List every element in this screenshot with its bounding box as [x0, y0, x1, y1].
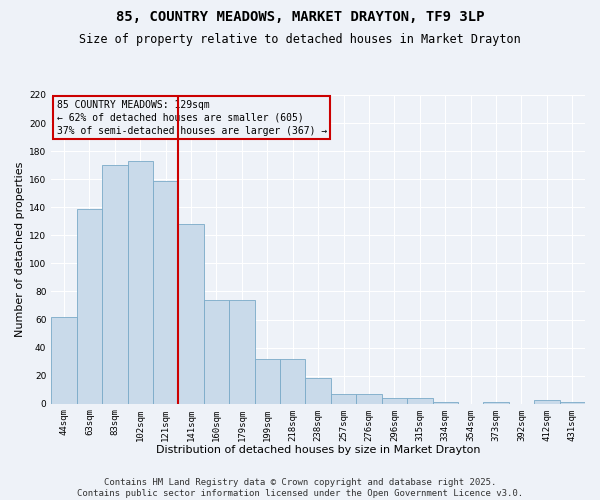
- Bar: [407, 398, 433, 404]
- Y-axis label: Number of detached properties: Number of detached properties: [15, 162, 25, 337]
- Bar: [382, 398, 407, 404]
- Bar: [305, 378, 331, 404]
- Text: Contains HM Land Registry data © Crown copyright and database right 2025.
Contai: Contains HM Land Registry data © Crown c…: [77, 478, 523, 498]
- Bar: [254, 359, 280, 404]
- Bar: [178, 224, 204, 404]
- Text: Size of property relative to detached houses in Market Drayton: Size of property relative to detached ho…: [79, 32, 521, 46]
- Bar: [280, 359, 305, 404]
- Bar: [153, 180, 178, 404]
- Text: 85, COUNTRY MEADOWS, MARKET DRAYTON, TF9 3LP: 85, COUNTRY MEADOWS, MARKET DRAYTON, TF9…: [116, 10, 484, 24]
- Bar: [229, 300, 254, 404]
- Bar: [356, 394, 382, 404]
- Bar: [484, 402, 509, 404]
- Bar: [102, 165, 128, 404]
- Bar: [128, 161, 153, 404]
- Bar: [560, 402, 585, 404]
- Bar: [204, 300, 229, 404]
- Text: 85 COUNTRY MEADOWS: 129sqm
← 62% of detached houses are smaller (605)
37% of sem: 85 COUNTRY MEADOWS: 129sqm ← 62% of deta…: [56, 100, 327, 136]
- X-axis label: Distribution of detached houses by size in Market Drayton: Distribution of detached houses by size …: [156, 445, 481, 455]
- Bar: [51, 316, 77, 404]
- Bar: [534, 400, 560, 404]
- Bar: [331, 394, 356, 404]
- Bar: [433, 402, 458, 404]
- Bar: [77, 208, 102, 404]
